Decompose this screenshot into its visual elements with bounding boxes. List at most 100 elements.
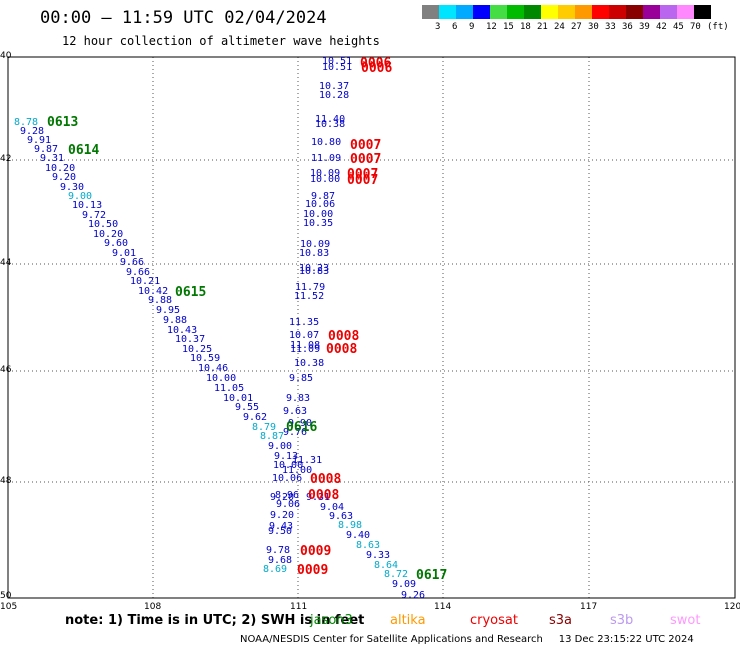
wave-height-label: 9.01 <box>112 248 137 259</box>
wave-height-label: 10.83 <box>299 266 330 277</box>
legend-swatch <box>626 5 643 19</box>
wave-height-label: 9.04 <box>320 502 345 513</box>
legend-label: 42 <box>656 22 667 32</box>
wave-height-label: 9.20 <box>52 172 77 183</box>
wave-height-label: 10.23 <box>299 263 330 274</box>
wave-height-label: 9.28 <box>20 126 45 137</box>
legend-label: 33 <box>605 22 616 32</box>
latitude-tick: 48 <box>0 476 12 486</box>
pass-id-label: 0613 <box>47 115 79 130</box>
latitude-tick: 44 <box>0 258 12 268</box>
wave-height-label: 10.59 <box>190 353 221 364</box>
wave-height-label: 10.42 <box>138 286 169 297</box>
wave-height-label: 11.09 <box>290 344 321 355</box>
legend-swatch <box>422 5 439 19</box>
legend-label: (ft) <box>707 22 729 32</box>
longitude-tick: 117 <box>580 602 598 612</box>
wave-height-label: 10.38 <box>315 119 346 130</box>
legend-label: 21 <box>537 22 548 32</box>
wave-height-label: 10.09 <box>310 168 341 179</box>
pass-id-label: 0615 <box>175 285 207 300</box>
satellite-legend-item: cryosat <box>470 613 518 628</box>
wave-height-label: 8.87 <box>260 431 285 442</box>
wave-height-label: 10.20 <box>93 229 124 240</box>
wave-height-label: 10.46 <box>198 363 229 374</box>
legend-label: 24 <box>554 22 565 32</box>
wave-height-label: 9.66 <box>120 257 145 268</box>
wave-height-label: 10.51 <box>322 62 353 73</box>
legend-swatch <box>660 5 677 19</box>
satellite-legend-item: altika <box>390 613 426 628</box>
wave-height-label: 10.00 <box>303 209 334 220</box>
wave-height-label: 9.90 <box>288 418 313 429</box>
wave-height-label: 9.63 <box>283 406 308 417</box>
pass-id-label: 0008 <box>328 329 360 344</box>
wave-height-label: 9.00 <box>268 441 293 452</box>
wave-height-label: 10.06 <box>305 199 336 210</box>
credit-line: NOAA/NESDIS Center for Satellite Applica… <box>240 634 694 645</box>
pass-id-label: 0008 <box>326 342 358 357</box>
wave-height-label: 8.78 <box>14 117 39 128</box>
wave-height-label: 9.62 <box>243 412 268 423</box>
pass-id-label: 0616 <box>286 420 318 435</box>
wave-height-label: 8.96 <box>275 490 300 501</box>
map-border <box>7 56 736 599</box>
wave-height-label: 9.87 <box>311 191 336 202</box>
wave-height-label: 9.95 <box>156 305 181 316</box>
wave-height-label: 8.64 <box>374 560 399 571</box>
pass-id-label: 0008 <box>310 472 342 487</box>
wave-height-label: 11.35 <box>289 317 320 328</box>
wave-height-label: 10.43 <box>167 325 198 336</box>
legend-swatch <box>507 5 524 19</box>
legend-label: 30 <box>588 22 599 32</box>
note-text: note: 1) Time is in UTC; 2) SWH is in fe… <box>65 613 365 628</box>
wave-height-label: 11.79 <box>295 282 326 293</box>
chart-subtitle: 12 hour collection of altimeter wave hei… <box>62 34 380 48</box>
wave-height-label: 11.08 <box>290 340 321 351</box>
wave-height-label: 9.20 <box>270 492 295 503</box>
pass-id-label: 0006 <box>361 61 393 76</box>
latitude-tick: 50 <box>0 591 12 601</box>
legend-label: 45 <box>673 22 684 32</box>
longitude-tick: 105 <box>0 602 18 612</box>
wave-height-label: 11.52 <box>294 291 325 302</box>
wave-height-label: 9.66 <box>126 267 151 278</box>
wave-height-label: 8.63 <box>356 540 381 551</box>
wave-height-label: 9.00 <box>68 191 93 202</box>
pass-id-label: 0009 <box>297 563 329 578</box>
legend-label: 18 <box>520 22 531 32</box>
wave-height-label: 9.60 <box>104 238 129 249</box>
pass-id-label: 0008 <box>308 488 340 503</box>
wave-height-label: 10.83 <box>299 248 330 259</box>
wave-height-label: 10.13 <box>72 200 103 211</box>
wave-height-label: 10.35 <box>303 218 334 229</box>
legend-swatch <box>439 5 456 19</box>
wave-height-label: 10.50 <box>88 219 119 230</box>
legend-label: 27 <box>571 22 582 32</box>
legend-swatch <box>456 5 473 19</box>
wave-height-label: 9.50 <box>268 526 293 537</box>
pass-id-label: 0007 <box>350 152 382 167</box>
wave-height-label: 9.20 <box>270 510 295 521</box>
wave-height-label: 8.72 <box>384 569 409 580</box>
wave-height-label: 9.63 <box>329 511 354 522</box>
wave-height-label: 10.28 <box>319 90 350 101</box>
satellite-legend-item: s3a <box>549 613 573 628</box>
wave-height-label: 9.91 <box>27 135 52 146</box>
wave-height-label: 9.43 <box>269 521 294 532</box>
wave-height-label: 10.01 <box>223 393 254 404</box>
legend-swatch <box>575 5 592 19</box>
latitude-tick: 46 <box>0 365 12 375</box>
wave-height-label: 8.98 <box>338 520 363 531</box>
wave-height-label: 11.40 <box>315 114 346 125</box>
credit-text: NOAA/NESDIS Center for Satellite Applica… <box>240 634 543 645</box>
legend-label: 36 <box>622 22 633 32</box>
pass-id-label: 0007 <box>347 167 379 182</box>
legend-swatch <box>558 5 575 19</box>
legend-swatch <box>524 5 541 19</box>
wave-height-label: 9.68 <box>268 555 293 566</box>
wave-height-label: 9.72 <box>82 210 107 221</box>
wave-height-label: 9.06 <box>276 499 301 510</box>
wave-height-label: 10.00 <box>310 174 341 185</box>
